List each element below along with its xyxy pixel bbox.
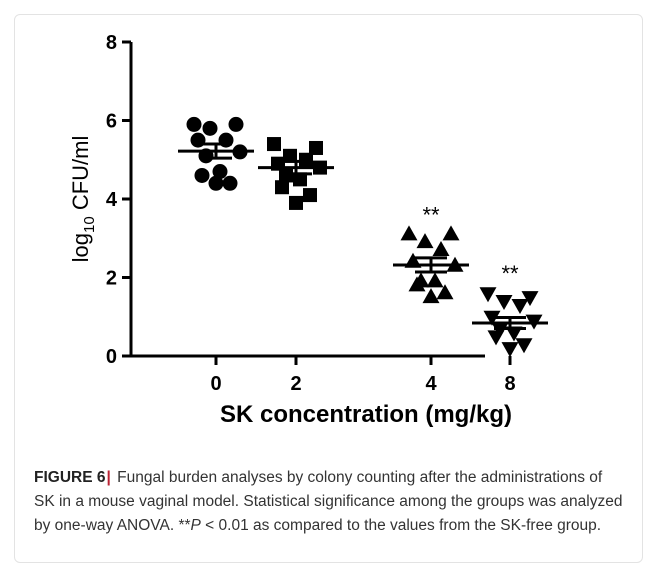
data-point <box>186 116 202 132</box>
y-axis-title-unit: CFU/ml <box>68 136 93 217</box>
data-point <box>202 120 218 136</box>
y-ticks: 0 2 4 6 8 <box>106 32 131 368</box>
data-point <box>283 148 297 163</box>
y-tick-label: 0 <box>106 346 117 368</box>
data-point <box>289 195 303 210</box>
data-point <box>267 137 281 152</box>
y-axis-title-subscript: 10 <box>81 216 98 233</box>
mean-sem-bars <box>178 142 548 331</box>
figure-frame <box>14 14 643 563</box>
data-point <box>228 116 244 132</box>
data-point <box>436 284 454 300</box>
scatter-chart: 0 2 4 6 8 0 2 4 8 ** ** SK concentration (mg/kg)… <box>68 32 548 428</box>
y-tick-label: 2 <box>106 268 117 290</box>
data-point <box>505 326 523 342</box>
data-point <box>400 225 418 241</box>
caption-text-part-1: Fungal burden analyses by colony countin… <box>34 469 623 534</box>
data-point <box>521 291 539 307</box>
data-point <box>495 295 513 311</box>
data-point <box>408 276 426 292</box>
x-tick-label: 0 <box>210 373 221 395</box>
data-point <box>279 168 293 183</box>
caption-separator: | <box>106 469 111 486</box>
significance-label: ** <box>501 261 519 286</box>
data-point <box>416 233 434 249</box>
x-tick-label: 2 <box>290 373 301 395</box>
significance-markers: ** ** <box>422 202 519 286</box>
data-point <box>442 225 460 241</box>
data-point <box>501 342 519 358</box>
x-tick-label: 4 <box>425 373 437 395</box>
x-axis-title: SK concentration (mg/kg) <box>220 401 512 428</box>
data-point <box>212 164 228 180</box>
data-point <box>299 152 313 167</box>
data-point <box>511 298 529 314</box>
y-tick-label: 4 <box>106 189 118 211</box>
caption-figure-label: FIGURE 6 <box>34 469 106 486</box>
caption-p-symbol: P <box>190 517 201 534</box>
x-tick-label: 8 <box>504 373 515 395</box>
caption-text-part-2: < 0.01 as compared to the values from th… <box>200 517 602 534</box>
data-point <box>479 287 497 303</box>
x-ticks: 0 2 4 8 <box>210 356 516 395</box>
data-point <box>432 241 450 257</box>
data-point <box>222 175 238 191</box>
data-point <box>422 288 440 304</box>
y-axis-title-main: log <box>68 233 93 262</box>
data-point <box>487 330 505 346</box>
y-tick-label: 6 <box>106 111 117 133</box>
significance-label: ** <box>422 202 440 227</box>
data-point <box>275 180 289 195</box>
data-point <box>194 167 210 183</box>
figure-caption: FIGURE 6| Fungal burden analyses by colo… <box>34 466 624 538</box>
y-axis-title: log10 CFU/ml <box>68 136 98 263</box>
data-point <box>293 172 307 187</box>
data-point <box>483 310 501 326</box>
data-point <box>208 175 224 191</box>
data-point <box>426 272 444 288</box>
data-point <box>309 140 323 155</box>
data-points <box>186 116 543 358</box>
data-point <box>303 188 317 203</box>
y-tick-label: 8 <box>106 32 117 54</box>
data-point <box>515 338 533 354</box>
